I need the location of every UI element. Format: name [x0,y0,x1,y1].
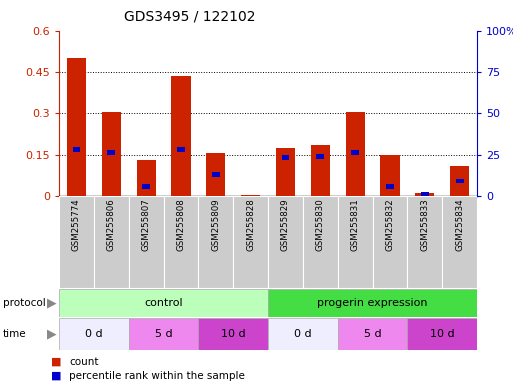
Bar [311,145,330,196]
Text: count: count [69,357,99,367]
Text: GSM255830: GSM255830 [316,199,325,252]
Bar [164,196,199,288]
Bar [346,112,365,196]
Text: GSM255834: GSM255834 [455,199,464,252]
Bar [407,196,442,288]
Bar [450,166,469,196]
Text: GSM255828: GSM255828 [246,199,255,252]
Text: GSM255808: GSM255808 [176,199,185,252]
Text: control: control [144,298,183,308]
Text: GSM255806: GSM255806 [107,199,116,252]
Bar [107,150,115,155]
Bar [407,318,477,350]
Text: protocol: protocol [3,298,45,308]
Bar [351,150,359,155]
Text: 10 d: 10 d [430,329,455,339]
Bar [372,196,407,288]
Bar [276,148,295,196]
Text: percentile rank within the sample: percentile rank within the sample [69,371,245,381]
Text: GSM255774: GSM255774 [72,199,81,252]
Text: ■: ■ [51,371,62,381]
Bar [59,318,129,350]
Bar [381,155,400,196]
Bar [212,172,220,177]
Bar [136,160,155,196]
Bar [72,147,80,152]
Text: 0 d: 0 d [85,329,103,339]
Bar [268,318,338,350]
Bar [268,289,477,317]
Bar [338,318,407,350]
Text: GSM255809: GSM255809 [211,199,220,251]
Bar [142,184,150,189]
Bar [129,318,199,350]
Bar [415,193,435,196]
Text: 5 d: 5 d [155,329,172,339]
Text: GSM255833: GSM255833 [420,199,429,252]
Bar [303,196,338,288]
Bar [59,289,268,317]
Bar [338,196,372,288]
Bar [171,76,190,196]
Bar [241,195,260,196]
Bar [233,196,268,288]
Bar [282,156,289,161]
Bar [386,184,394,189]
Text: GSM255807: GSM255807 [142,199,151,252]
Text: GDS3495 / 122102: GDS3495 / 122102 [124,10,255,23]
Bar [199,318,268,350]
Bar [317,154,324,159]
Bar [177,147,185,152]
Bar [67,58,86,196]
Text: 10 d: 10 d [221,329,246,339]
Text: time: time [3,329,26,339]
Text: ■: ■ [51,357,62,367]
Text: ▶: ▶ [47,328,56,340]
Bar [129,196,164,288]
Text: 5 d: 5 d [364,329,381,339]
Text: progerin expression: progerin expression [318,298,428,308]
Text: GSM255831: GSM255831 [351,199,360,252]
Bar [59,196,94,288]
Bar [102,112,121,196]
Text: 0 d: 0 d [294,329,312,339]
Bar [268,196,303,288]
Bar [94,196,129,288]
Bar [456,179,464,184]
Bar [199,196,233,288]
Text: ▶: ▶ [47,296,56,310]
Bar [442,196,477,288]
Text: GSM255829: GSM255829 [281,199,290,251]
Bar [206,153,225,196]
Bar [421,192,429,197]
Text: GSM255832: GSM255832 [385,199,394,252]
